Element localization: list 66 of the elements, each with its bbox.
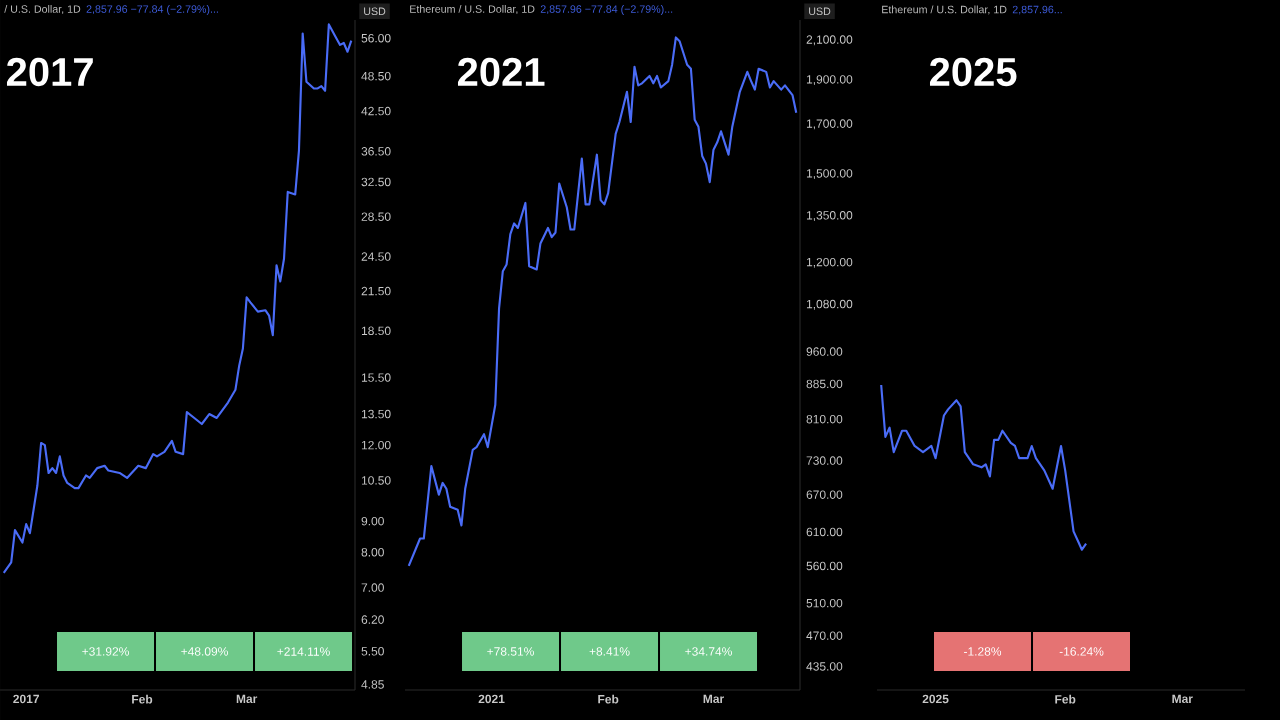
line-series — [2, 23, 353, 574]
y-tick-label: 10.50 — [361, 476, 391, 485]
x-tick-label: Feb — [132, 694, 153, 704]
x-tick-label: Mar — [236, 694, 258, 704]
annotation: +78.51% — [487, 647, 534, 656]
annotation: +34.74% — [685, 647, 732, 656]
y-tick-label: 15.50 — [361, 373, 391, 382]
y-tick-label: 24.50 — [361, 252, 391, 261]
y-tick-label: 1,900.00 — [806, 75, 853, 86]
x-tick-label: 2025 — [922, 694, 949, 704]
y-tick-label: 36.50 — [361, 147, 391, 156]
chart-subtitle: Ethereum / U.S. Dollar, 1D — [882, 5, 1007, 15]
y-tick-label: 2,100.00 — [806, 35, 853, 46]
annotation: -16.24% — [1059, 647, 1104, 656]
y-tick-label: 21.50 — [361, 286, 391, 296]
y-tick-label: 1,350.00 — [806, 211, 853, 221]
y-tick-label: 435.00 — [806, 662, 843, 671]
chart-subtitle: Ethereum / U.S. Dollar, 1D — [410, 4, 535, 15]
x-tick-label: Feb — [598, 694, 619, 704]
x-tick-label: Mar — [1172, 694, 1193, 704]
y-tick-label: 6.20 — [361, 615, 384, 624]
text: 2021 — [457, 57, 545, 87]
line-series — [407, 36, 798, 568]
x-tick-label: 2021 — [478, 694, 505, 704]
text: 2017 — [6, 57, 93, 87]
y-tick-label: 560.00 — [806, 561, 843, 571]
chart-title: 2025 — [929, 57, 1017, 87]
y-tick-label: 18.50 — [361, 326, 391, 336]
y-tick-label: 32.50 — [361, 177, 391, 187]
y-tick-label: 610.00 — [806, 527, 843, 537]
y-tick-label: 13.50 — [361, 409, 391, 419]
y-tick-label: 12.00 — [361, 440, 391, 450]
y-tick-label: 56.00 — [361, 33, 391, 43]
y-tick-label: 42.50 — [361, 106, 391, 116]
x-tick-label: Mar — [703, 694, 724, 704]
annotation: +31.92% — [82, 647, 129, 656]
y-axis-title: USD — [364, 7, 386, 16]
y-tick-label: 810.00 — [806, 414, 843, 424]
text: 2,857.96 −77.84 (−2.79%)... — [86, 5, 218, 15]
y-tick-label: 7.00 — [361, 583, 384, 592]
y-tick-label: 1,200.00 — [806, 257, 853, 268]
y-tick-label: 470.00 — [806, 631, 843, 640]
y-tick-label: 1,500.00 — [806, 169, 853, 180]
y-tick-label: 4.85 — [361, 680, 384, 689]
chart-subtitle: / U.S. Dollar, 1D — [4, 5, 81, 15]
y-axis-title: USD — [809, 7, 831, 16]
y-tick-label: 730.00 — [806, 456, 843, 465]
x-tick-label: 2017 — [13, 694, 39, 704]
annotation: +8.41% — [589, 647, 630, 656]
y-tick-label: 1,700.00 — [806, 119, 853, 130]
y-tick-label: 28.50 — [361, 212, 391, 221]
y-tick-label: 9.00 — [361, 516, 384, 526]
annotation: -1.28% — [964, 647, 1002, 656]
x-tick-label: Feb — [1055, 694, 1076, 704]
y-tick-label: 960.00 — [806, 347, 843, 356]
y-tick-label: 48.50 — [361, 71, 391, 81]
y-tick-label: 5.50 — [361, 647, 384, 656]
y-tick-label: 8.00 — [361, 548, 384, 557]
text: 2,857.96 −77.84 (−2.79%)... — [540, 4, 673, 15]
annotation: +214.11% — [277, 647, 330, 656]
annotation: +48.09% — [181, 647, 228, 656]
y-tick-label: 885.00 — [806, 379, 843, 389]
y-tick-label: 670.00 — [806, 490, 843, 499]
y-tick-label: 510.00 — [806, 598, 843, 608]
text: 2,857.96... — [1012, 5, 1062, 15]
y-tick-label: 1,080.00 — [806, 299, 853, 310]
